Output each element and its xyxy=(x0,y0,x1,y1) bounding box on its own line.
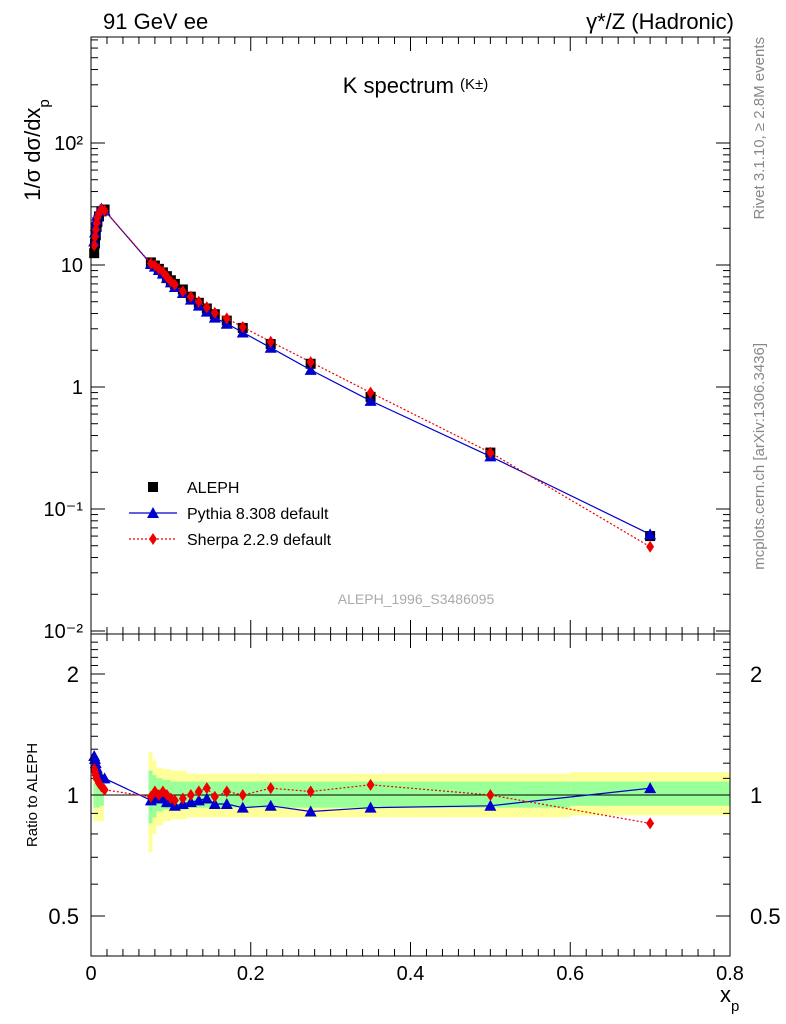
ratio-pythia-8-308-default-point xyxy=(484,799,497,811)
ratio-sherpa-2-2-9-default-point xyxy=(100,783,109,796)
main-y-tick-label: 1 xyxy=(72,377,83,399)
ratio-pythia-8-308-default-point xyxy=(88,752,101,764)
main-y-axis-label-text: 1/σ dσ/dxp xyxy=(20,99,53,201)
main-sherpa-2-2-9-default-point xyxy=(486,446,495,459)
ratio-plot-panel: 0.5 0.5 1 1 2 2 0 0.2 0.4 0.6 0.8 Ratio to ALEPH x… xyxy=(24,633,781,1015)
main-y-axis-label-subscript: p xyxy=(36,99,53,107)
main-sherpa-2-2-9-default-point xyxy=(366,386,375,399)
main-sherpa-2-2-9-default-point xyxy=(170,278,179,291)
ratio-sherpa-2-2-9-default-point xyxy=(178,792,187,805)
ratio-plot-frame xyxy=(90,633,731,957)
ratio-y-tick-label-right: 2 xyxy=(750,662,762,687)
main-sherpa-2-2-9-default-point xyxy=(646,540,655,553)
ratio-pythia-8-308-default-point xyxy=(200,792,213,804)
ratio-y-tick-label: 2 xyxy=(67,662,79,687)
main-y-tick-label: 10⁻¹ xyxy=(44,499,84,521)
main-pythia-8-308-default-point xyxy=(304,363,317,375)
main-sherpa-2-2-9-default-point xyxy=(186,290,195,303)
x-axis-label-subscript: p xyxy=(731,998,739,1015)
main-pythia-8-308-default-point xyxy=(644,528,657,540)
ratio-sherpa-2-2-9-default-point xyxy=(186,789,195,801)
x-tick-label: 0.4 xyxy=(397,963,425,985)
ratio-pythia-8-308-default-point xyxy=(644,782,657,794)
legend-sherpa-2-2-9-default-marker xyxy=(149,533,157,545)
ratio-y-axis-label: Ratio to ALEPH xyxy=(24,743,41,847)
main-sherpa-2-2-9-default-point xyxy=(90,230,99,243)
ratio-pythia-8-308-default-point xyxy=(220,797,233,809)
main-sherpa-2-2-9-default-point xyxy=(210,306,219,319)
ratio-y-tick-label: 0.5 xyxy=(48,904,79,929)
header-left-label: 91 GeV ee xyxy=(103,9,208,34)
x-tick-label: 0.8 xyxy=(716,963,744,985)
main-sherpa-2-2-9-default-line xyxy=(93,208,651,548)
ratio-sherpa-2-2-9-default-point xyxy=(202,782,211,795)
analysis-watermark: ALEPH_1996_S3486095 xyxy=(338,591,495,607)
main-y-tick-label: 10² xyxy=(54,133,83,155)
ratio-pythia-8-308-default-point xyxy=(98,772,111,784)
main-sherpa-2-2-9-default-point xyxy=(238,321,247,334)
ratio-pythia-8-308-default-point xyxy=(208,797,221,809)
main-sherpa-2-2-9-default-point xyxy=(90,239,99,252)
ratio-sherpa-2-2-9-default-point xyxy=(646,817,655,830)
header-right-label: γ*/Z (Hadronic) xyxy=(586,9,734,34)
ratio-sherpa-2-2-9-default-point xyxy=(306,785,315,798)
ratio-sherpa-2-2-9-default-point xyxy=(486,789,495,801)
chart-title-suffix: (K±) xyxy=(460,76,488,93)
legend-pythia-8-308-default-marker xyxy=(147,507,159,518)
main-y-axis-label: 1/σ dσ/dxp xyxy=(20,99,53,201)
main-sherpa-2-2-9-default-point xyxy=(178,285,187,298)
ratio-axis-ticks: 0.5 0.5 1 1 2 2 0 0.2 0.4 0.6 0.8 xyxy=(48,634,781,985)
main-sherpa-2-2-9-default-point xyxy=(306,356,315,369)
legend-aleph-label: ALEPH xyxy=(187,480,239,497)
ratio-y-tick-label-right: 0.5 xyxy=(750,904,781,929)
main-sherpa-2-2-9-default-point xyxy=(222,312,231,325)
chart-title: K spectrum xyxy=(343,73,454,98)
ratio-sherpa-2-2-9-default-point xyxy=(238,789,247,801)
ratio-pythia-8-308-default-point xyxy=(364,801,377,813)
main-axis-ticks: 10⁻² 10⁻¹ 1 10 10² xyxy=(44,37,731,643)
ratio-pythia-8-308-default-point xyxy=(304,805,317,817)
main-aleph-point xyxy=(89,248,100,259)
main-y-tick-label: 10⁻² xyxy=(44,621,84,643)
main-sherpa-2-2-9-default-point xyxy=(202,301,211,314)
ratio-sherpa-2-2-9-default-point xyxy=(210,790,219,803)
ratio-series-layer xyxy=(88,750,657,830)
ratio-y-tick-label-right: 1 xyxy=(750,783,762,808)
ratio-sherpa-2-2-9-default-point xyxy=(366,778,375,791)
mcplots-source-label: mcplots.cern.ch [arXiv:1306.3436] xyxy=(751,343,768,570)
main-sherpa-2-2-9-default-point xyxy=(194,295,203,308)
main-plot-panel: 10⁻² 10⁻¹ 1 10 10² K spectrum (K±) ALEPH_199… xyxy=(20,36,731,643)
x-tick-label: 0.2 xyxy=(237,963,265,985)
main-series-layer xyxy=(88,202,657,553)
main-sherpa-2-2-9-default-point xyxy=(100,204,109,217)
ratio-y-tick-label: 1 xyxy=(67,783,79,808)
ratio-pythia-8-308-default-point xyxy=(236,801,249,813)
legend-aleph-marker xyxy=(148,482,158,492)
main-y-tick-label: 10 xyxy=(61,255,83,277)
ratio-pythia-8-308-default-point xyxy=(264,799,277,811)
ratio-sherpa-2-2-9-default-point xyxy=(170,794,179,807)
x-tick-label: 0 xyxy=(85,963,96,985)
legend-pythia-8-308-default-label: Pythia 8.308 default xyxy=(187,506,329,523)
main-pythia-8-308-default-line xyxy=(93,207,651,535)
legend-sherpa-2-2-9-default-label: Sherpa 2.2.9 default xyxy=(187,532,332,549)
ratio-sherpa-2-2-9-default-point xyxy=(194,785,203,798)
x-axis-label: xp xyxy=(720,982,739,1015)
legend: ALEPH Pythia 8.308 default Sherpa 2.2.9 de… xyxy=(129,480,332,549)
main-sherpa-2-2-9-default-point xyxy=(266,335,275,348)
ratio-sherpa-2-2-9-default-point xyxy=(266,782,275,795)
x-tick-label: 0.6 xyxy=(556,963,584,985)
ratio-sherpa-2-2-9-default-point xyxy=(222,785,231,798)
x-axis-label-text: xp xyxy=(720,982,739,1015)
rivet-version-label: Rivet 3.1.10, ≥ 2.8M events xyxy=(751,37,768,220)
main-pythia-8-308-default-point xyxy=(364,394,377,406)
